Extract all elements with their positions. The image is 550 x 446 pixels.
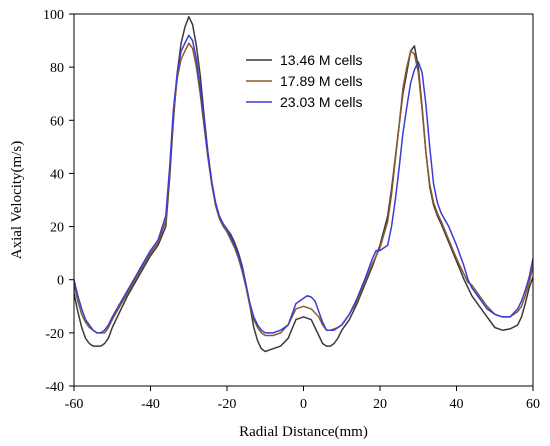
legend-label: 13.46 M cells — [280, 52, 362, 68]
legend-item-2: 17.89 M cells — [246, 73, 362, 89]
series-line-1 — [74, 15, 533, 353]
y-tick-label: 100 — [43, 8, 64, 23]
y-tick-label: 80 — [50, 61, 64, 76]
x-tick-label: -60 — [65, 397, 84, 412]
x-tick-label: -40 — [141, 397, 160, 412]
plot-area — [74, 15, 533, 353]
plot-frame — [73, 13, 534, 387]
x-tick-label: 60 — [526, 397, 540, 412]
series-line-3 — [74, 34, 533, 334]
y-tick-label: 60 — [50, 114, 64, 129]
legend-label: 17.89 M cells — [280, 73, 362, 89]
y-axis-title: Axial Velocity(m/s) — [9, 141, 25, 259]
x-tick-label: 0 — [300, 397, 307, 412]
series-line-2 — [74, 42, 533, 337]
legend: 13.46 M cells 17.89 M cells 23.03 M cells — [246, 52, 362, 110]
y-tick-label: 40 — [50, 167, 64, 182]
y-tick-label: 0 — [57, 274, 64, 289]
legend-label: 23.03 M cells — [280, 94, 362, 110]
y-tick-label: -40 — [45, 380, 64, 395]
y-tick-label: 20 — [50, 221, 64, 236]
x-tick-label: 40 — [450, 397, 464, 412]
x-axis-title: Radial Distance(mm) — [239, 424, 368, 440]
legend-item-3: 23.03 M cells — [246, 94, 362, 110]
x-tick-label: -20 — [218, 397, 237, 412]
y-tick-label: -20 — [45, 327, 64, 342]
x-tick-label: 20 — [373, 397, 387, 412]
legend-item-1: 13.46 M cells — [246, 52, 362, 68]
